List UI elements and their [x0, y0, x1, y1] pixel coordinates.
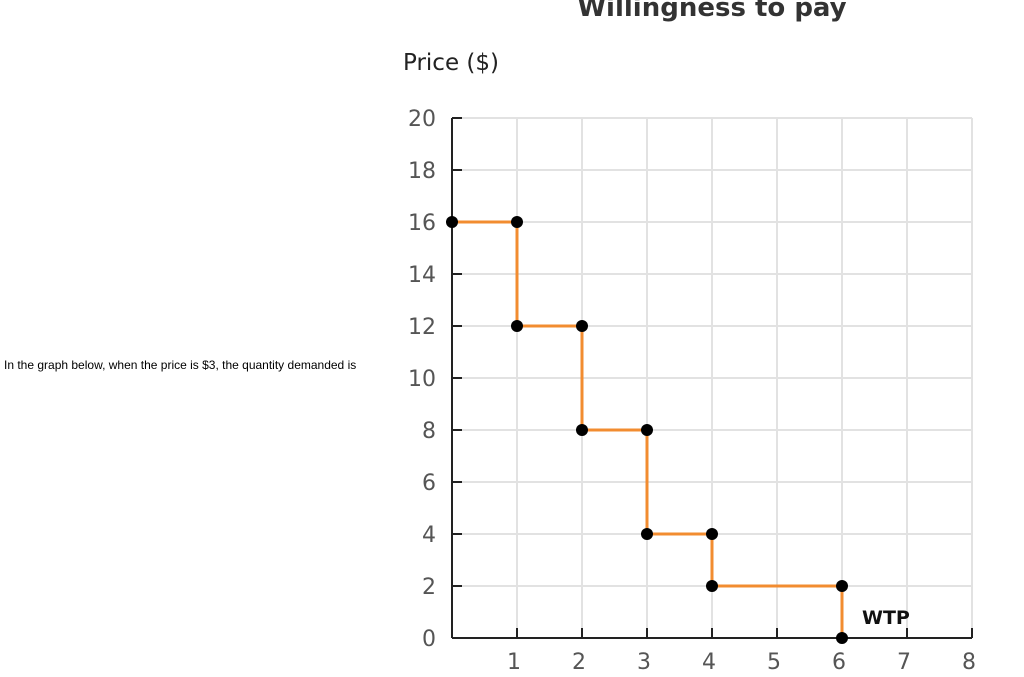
series-label-wtp: WTP	[862, 607, 910, 629]
y-tick-label-20: 20	[408, 107, 436, 132]
x-tick-label-7: 7	[897, 650, 911, 675]
data-point-10	[836, 632, 848, 644]
data-point-2	[511, 320, 523, 332]
question-text: In the graph below, when the price is $3…	[4, 358, 357, 372]
y-tick-label-8: 8	[422, 419, 436, 444]
y-tick-label-10: 10	[408, 367, 436, 392]
x-tick-label-3: 3	[637, 650, 651, 675]
y-tick-label-4: 4	[422, 523, 436, 548]
data-point-9	[836, 580, 848, 592]
x-tick-label-6: 6	[832, 650, 846, 675]
data-point-4	[576, 424, 588, 436]
data-point-7	[706, 528, 718, 540]
chart-title: Willingness to pay	[577, 0, 846, 23]
y-tick-label-18: 18	[408, 159, 436, 184]
y-tick-label-2: 2	[422, 575, 436, 600]
x-tick-label-1: 1	[507, 650, 521, 675]
x-tick-label-8: 8	[962, 650, 976, 675]
y-tick-label-14: 14	[408, 263, 436, 288]
y-tick-label-6: 6	[422, 471, 436, 496]
data-point-5	[641, 424, 653, 436]
y-axis-label: Price ($)	[403, 50, 499, 76]
data-point-3	[576, 320, 588, 332]
y-tick-label-16: 16	[408, 211, 436, 236]
x-tick-label-5: 5	[767, 650, 781, 675]
chart-series	[446, 216, 848, 644]
y-tick-label-12: 12	[408, 315, 436, 340]
data-point-6	[641, 528, 653, 540]
chart-grid	[452, 117, 973, 638]
x-tick-label-2: 2	[572, 650, 586, 675]
data-point-1	[511, 216, 523, 228]
x-tick-label-4: 4	[702, 650, 716, 675]
y-tick-label-0: 0	[422, 627, 436, 652]
data-point-0	[446, 216, 458, 228]
data-point-8	[706, 580, 718, 592]
